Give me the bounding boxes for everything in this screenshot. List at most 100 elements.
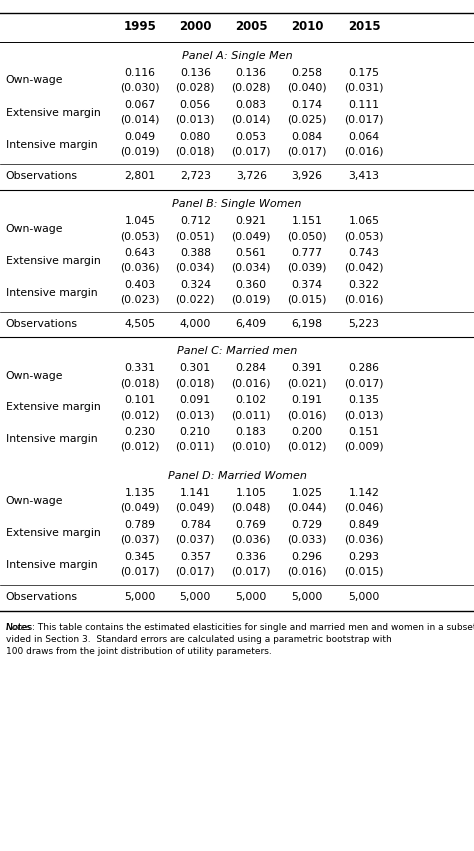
Text: 0.151: 0.151 bbox=[348, 427, 380, 437]
Text: (0.011): (0.011) bbox=[175, 442, 215, 452]
Text: 0.301: 0.301 bbox=[180, 363, 211, 373]
Text: 1.105: 1.105 bbox=[236, 488, 267, 498]
Text: 0.331: 0.331 bbox=[124, 363, 155, 373]
Text: (0.028): (0.028) bbox=[231, 83, 271, 93]
Text: (0.040): (0.040) bbox=[287, 83, 327, 93]
Text: 0.116: 0.116 bbox=[124, 68, 155, 78]
Text: Intensive margin: Intensive margin bbox=[6, 559, 97, 569]
Text: (0.017): (0.017) bbox=[231, 567, 271, 577]
Text: (0.034): (0.034) bbox=[231, 263, 271, 273]
Text: (0.016): (0.016) bbox=[287, 410, 327, 420]
Text: 0.777: 0.777 bbox=[292, 248, 323, 258]
Text: Intensive margin: Intensive margin bbox=[6, 140, 97, 150]
Text: 0.200: 0.200 bbox=[292, 427, 323, 437]
Text: 0.102: 0.102 bbox=[236, 395, 267, 405]
Text: (0.031): (0.031) bbox=[344, 83, 384, 93]
Text: Own-wage: Own-wage bbox=[6, 224, 63, 233]
Text: (0.037): (0.037) bbox=[120, 535, 160, 545]
Text: Observations: Observations bbox=[6, 592, 78, 602]
Text: 0.322: 0.322 bbox=[348, 280, 380, 290]
Text: (0.025): (0.025) bbox=[287, 115, 327, 125]
Text: 0.743: 0.743 bbox=[348, 248, 380, 258]
Text: 1.025: 1.025 bbox=[292, 488, 323, 498]
Text: (0.016): (0.016) bbox=[344, 147, 384, 157]
Text: 3,413: 3,413 bbox=[348, 171, 380, 181]
Text: (0.010): (0.010) bbox=[231, 442, 271, 452]
Text: 0.336: 0.336 bbox=[236, 552, 267, 562]
Text: (0.049): (0.049) bbox=[120, 503, 160, 513]
Text: (0.014): (0.014) bbox=[231, 115, 271, 125]
Text: Panel D: Married Women: Panel D: Married Women bbox=[168, 471, 306, 481]
Text: (0.049): (0.049) bbox=[231, 231, 271, 241]
Text: (0.015): (0.015) bbox=[287, 295, 327, 305]
Text: Extensive margin: Extensive margin bbox=[6, 403, 100, 413]
Text: (0.022): (0.022) bbox=[175, 295, 215, 305]
Text: 0.183: 0.183 bbox=[236, 427, 267, 437]
Text: (0.028): (0.028) bbox=[175, 83, 215, 93]
Text: (0.030): (0.030) bbox=[120, 83, 160, 93]
Text: Intensive margin: Intensive margin bbox=[6, 435, 97, 444]
Text: 1.142: 1.142 bbox=[348, 488, 380, 498]
Text: (0.016): (0.016) bbox=[344, 295, 384, 305]
Text: (0.016): (0.016) bbox=[287, 567, 327, 577]
Text: (0.012): (0.012) bbox=[287, 442, 327, 452]
Text: 3,726: 3,726 bbox=[236, 171, 267, 181]
Text: (0.009): (0.009) bbox=[344, 442, 384, 452]
Text: 4,505: 4,505 bbox=[124, 319, 155, 329]
Text: 0.921: 0.921 bbox=[236, 216, 267, 226]
Text: Own-wage: Own-wage bbox=[6, 495, 63, 505]
Text: 0.712: 0.712 bbox=[180, 216, 211, 226]
Text: 2005: 2005 bbox=[235, 20, 267, 33]
Text: (0.017): (0.017) bbox=[344, 115, 384, 125]
Text: (0.053): (0.053) bbox=[120, 231, 160, 241]
Text: 0.064: 0.064 bbox=[348, 132, 380, 142]
Text: 2,801: 2,801 bbox=[124, 171, 155, 181]
Text: (0.017): (0.017) bbox=[175, 567, 215, 577]
Text: 2,723: 2,723 bbox=[180, 171, 211, 181]
Text: Observations: Observations bbox=[6, 319, 78, 329]
Text: (0.042): (0.042) bbox=[344, 263, 384, 273]
Text: (0.014): (0.014) bbox=[120, 115, 160, 125]
Text: (0.013): (0.013) bbox=[175, 410, 215, 420]
Text: 0.769: 0.769 bbox=[236, 520, 267, 530]
Text: (0.017): (0.017) bbox=[344, 378, 384, 388]
Text: 0.403: 0.403 bbox=[124, 280, 155, 290]
Text: 1.065: 1.065 bbox=[348, 216, 380, 226]
Text: Intensive margin: Intensive margin bbox=[6, 288, 97, 298]
Text: (0.053): (0.053) bbox=[344, 231, 384, 241]
Text: 5,000: 5,000 bbox=[236, 592, 267, 602]
Text: 0.091: 0.091 bbox=[180, 395, 211, 405]
Text: 5,000: 5,000 bbox=[180, 592, 211, 602]
Text: (0.013): (0.013) bbox=[175, 115, 215, 125]
Text: 0.391: 0.391 bbox=[292, 363, 323, 373]
Text: (0.018): (0.018) bbox=[175, 378, 215, 388]
Text: 0.056: 0.056 bbox=[180, 100, 211, 110]
Text: 5,000: 5,000 bbox=[124, 592, 155, 602]
Text: (0.021): (0.021) bbox=[287, 378, 327, 388]
Text: (0.011): (0.011) bbox=[231, 410, 271, 420]
Text: (0.036): (0.036) bbox=[120, 263, 160, 273]
Text: 0.210: 0.210 bbox=[180, 427, 211, 437]
Text: Panel A: Single Men: Panel A: Single Men bbox=[182, 51, 292, 61]
Text: 0.174: 0.174 bbox=[292, 100, 323, 110]
Text: 1.141: 1.141 bbox=[180, 488, 211, 498]
Text: 0.175: 0.175 bbox=[348, 68, 380, 78]
Text: Observations: Observations bbox=[6, 171, 78, 181]
Text: 0.561: 0.561 bbox=[236, 248, 267, 258]
Text: 0.789: 0.789 bbox=[124, 520, 155, 530]
Text: Notes: This table contains the estimated elasticities for single and married men: Notes: This table contains the estimated… bbox=[6, 623, 474, 655]
Text: 0.135: 0.135 bbox=[348, 395, 380, 405]
Text: 0.374: 0.374 bbox=[292, 280, 323, 290]
Text: 4,000: 4,000 bbox=[180, 319, 211, 329]
Text: (0.037): (0.037) bbox=[175, 535, 215, 545]
Text: (0.016): (0.016) bbox=[231, 378, 271, 388]
Text: 6,409: 6,409 bbox=[236, 319, 267, 329]
Text: 0.849: 0.849 bbox=[348, 520, 380, 530]
Text: (0.015): (0.015) bbox=[344, 567, 384, 577]
Text: 1.045: 1.045 bbox=[124, 216, 155, 226]
Text: 0.049: 0.049 bbox=[124, 132, 155, 142]
Text: (0.023): (0.023) bbox=[120, 295, 160, 305]
Text: 0.729: 0.729 bbox=[292, 520, 323, 530]
Text: 0.083: 0.083 bbox=[236, 100, 267, 110]
Text: 0.136: 0.136 bbox=[180, 68, 211, 78]
